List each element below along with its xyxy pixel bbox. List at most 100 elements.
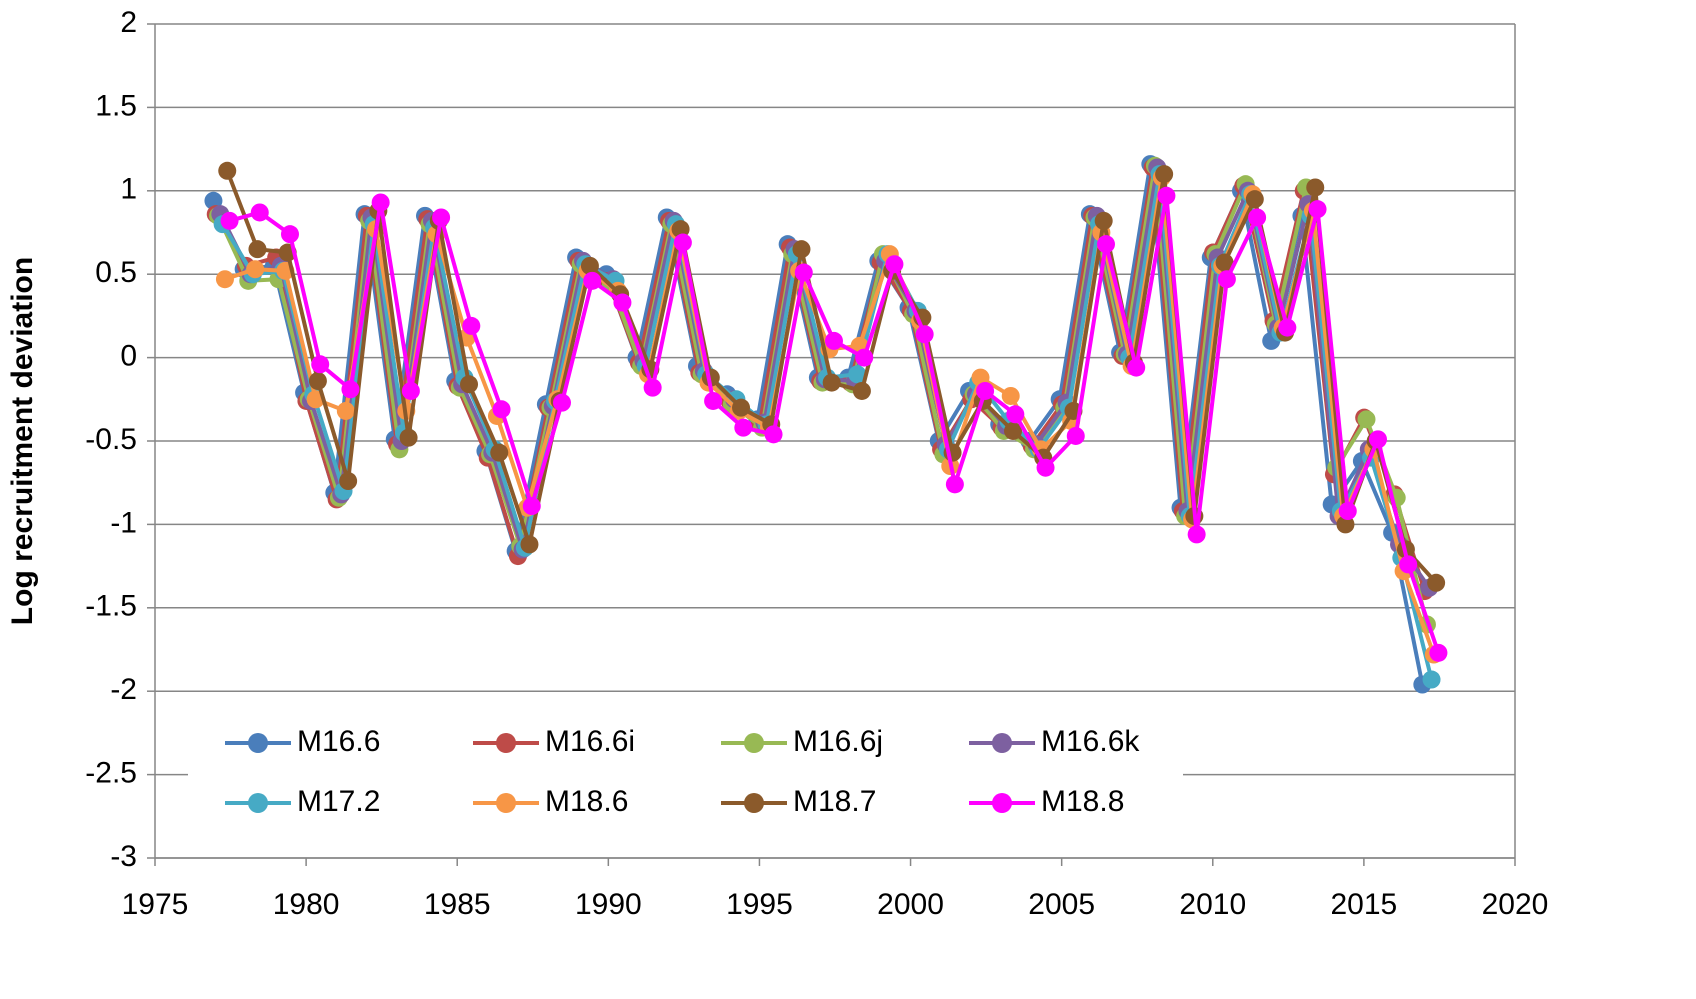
y-axis-label: Log recruitment deviation (6, 257, 39, 625)
legend-marker (744, 793, 764, 813)
y-tick-label: 2 (120, 6, 137, 39)
legend-marker (744, 733, 764, 753)
point (792, 240, 811, 259)
point (734, 418, 753, 437)
legend-label: M16.6i (545, 725, 635, 758)
legend-label: M18.7 (793, 785, 876, 818)
point (732, 398, 751, 417)
y-tick-label: 0.5 (95, 256, 137, 289)
point (215, 270, 234, 289)
point (460, 375, 479, 394)
point (1215, 253, 1234, 272)
point (704, 391, 723, 410)
point (1006, 405, 1025, 424)
point (583, 271, 602, 290)
point (643, 378, 662, 397)
point (915, 325, 934, 344)
point (371, 193, 390, 212)
legend-marker (496, 733, 516, 753)
point (1422, 670, 1441, 689)
y-tick-label: -3 (110, 840, 137, 873)
y-tick-label: -1.5 (85, 590, 137, 623)
legend-marker (248, 733, 268, 753)
point (1427, 573, 1446, 592)
y-tick-label: -2.5 (85, 757, 137, 790)
point (248, 240, 267, 259)
point (218, 161, 237, 180)
legend-box (188, 712, 1183, 832)
point (1157, 186, 1176, 205)
y-tick-label: -0.5 (85, 423, 137, 456)
point (671, 220, 690, 239)
point (824, 331, 843, 350)
legend-marker (496, 793, 516, 813)
point (1155, 165, 1174, 184)
point (673, 233, 692, 252)
point (220, 211, 239, 230)
point (1357, 410, 1376, 429)
y-tick-label: 1 (120, 173, 137, 206)
point (250, 203, 269, 222)
legend-label: M18.8 (1041, 785, 1124, 818)
point (852, 381, 871, 400)
point (1336, 515, 1355, 534)
point (764, 425, 783, 444)
point (462, 316, 481, 335)
x-tick-label: 2015 (1331, 888, 1398, 921)
legend-label: M16.6k (1041, 725, 1140, 758)
point (1004, 421, 1023, 440)
y-tick-label: -1 (110, 506, 137, 539)
point (246, 260, 265, 279)
point (492, 400, 511, 419)
legend-marker (248, 793, 268, 813)
point (308, 371, 327, 390)
x-tick-label: 1980 (273, 888, 340, 921)
point (1217, 270, 1236, 289)
x-tick-label: 2000 (877, 888, 944, 921)
point (976, 381, 995, 400)
point (552, 393, 571, 412)
x-tick-label: 2020 (1482, 888, 1549, 921)
y-tick-label: 0 (120, 340, 137, 373)
x-tick-label: 2005 (1028, 888, 1095, 921)
x-tick-label: 1995 (726, 888, 793, 921)
point (855, 348, 874, 367)
y-tick-label: -2 (110, 673, 137, 706)
point (848, 365, 867, 384)
x-tick-label: 1975 (122, 888, 189, 921)
point (1066, 426, 1085, 445)
point (339, 472, 358, 491)
point (1001, 386, 1020, 405)
point (1096, 235, 1115, 254)
point (1036, 458, 1055, 477)
point (1308, 200, 1327, 219)
point (1187, 525, 1206, 544)
point (613, 293, 632, 312)
point (1127, 358, 1146, 377)
point (1248, 208, 1267, 227)
point (580, 256, 599, 275)
point (1306, 178, 1325, 197)
point (1094, 211, 1113, 230)
point (280, 225, 299, 244)
point (1368, 430, 1387, 449)
x-tick-label: 1985 (424, 888, 491, 921)
point (520, 535, 539, 554)
x-tick-label: 2010 (1179, 888, 1246, 921)
point (490, 443, 509, 462)
point (401, 381, 420, 400)
point (1429, 643, 1448, 662)
legend-label: M17.2 (297, 785, 380, 818)
x-tick-label: 1990 (575, 888, 642, 921)
point (1399, 555, 1418, 574)
legend-label: M16.6j (793, 725, 883, 758)
y-tick-label: 1.5 (95, 89, 137, 122)
point (522, 497, 541, 516)
point (311, 355, 330, 374)
point (885, 255, 904, 274)
point (1338, 502, 1357, 521)
point (336, 401, 355, 420)
point (945, 475, 964, 494)
point (204, 191, 223, 210)
